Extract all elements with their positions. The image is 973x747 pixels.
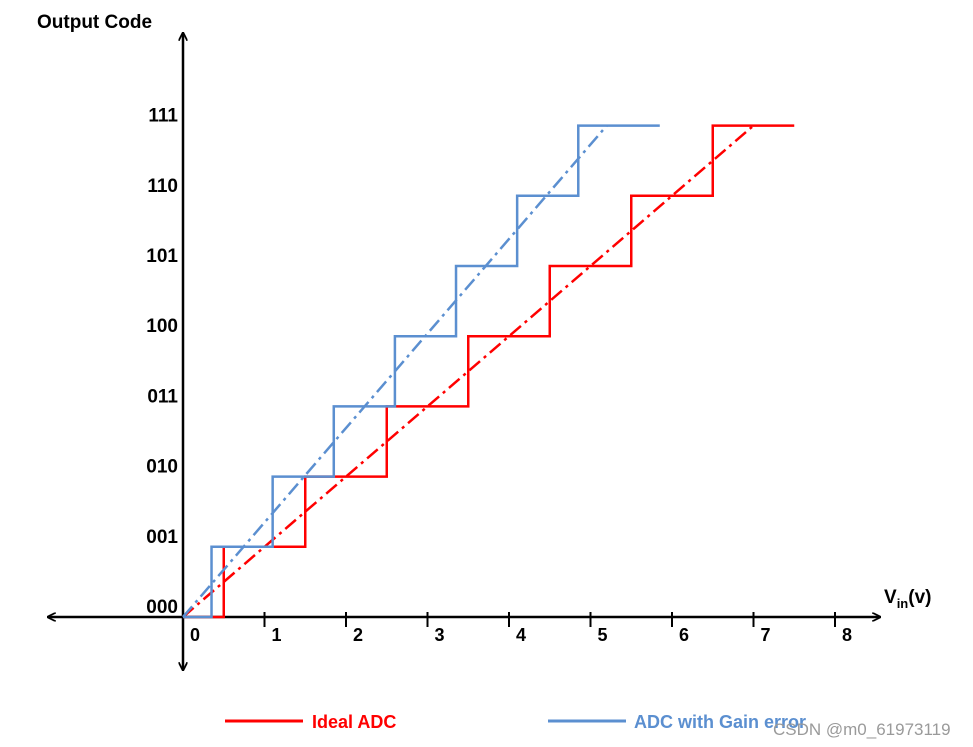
x-axis-title: Vin(v) <box>884 587 931 611</box>
y-axis-title: Output Code <box>37 12 152 33</box>
y-tick-label: 110 <box>147 176 178 197</box>
x-tick-label: 5 <box>597 625 607 645</box>
x-tick-label: 4 <box>516 625 526 645</box>
x-tick-label: 8 <box>842 625 852 645</box>
legend-label-gain-error: ADC with Gain error <box>634 712 806 732</box>
x-axis-title-sub: in <box>897 596 909 611</box>
x-tick-label: 3 <box>434 625 444 645</box>
x-axis-title-main: V <box>884 587 897 608</box>
x-ticks <box>263 612 836 627</box>
legend: Ideal ADC ADC with Gain error <box>225 712 806 732</box>
legend-label-ideal-adc: Ideal ADC <box>312 712 396 732</box>
x-tick-labels: 0 1 2 3 4 5 6 7 8 <box>190 625 852 645</box>
y-tick-label: 000 <box>146 597 178 618</box>
y-tick-labels: 000 001 010 011 100 101 110 111 <box>146 106 178 618</box>
y-tick-label: 011 <box>147 386 178 407</box>
staircase-gain-error <box>183 124 660 619</box>
y-tick-label: 111 <box>148 106 178 127</box>
trend-line-ideal-adc <box>182 124 755 618</box>
x-tick-label: 6 <box>679 625 689 645</box>
x-tick-label: 7 <box>760 625 770 645</box>
series-layer <box>182 124 795 619</box>
y-tick-label: 100 <box>146 316 178 337</box>
x-tick-label: 2 <box>353 625 363 645</box>
x-axis-title-unit: (v) <box>908 587 931 608</box>
watermark: CSDN @m0_61973119 <box>773 720 951 739</box>
y-tick-label: 101 <box>146 246 178 267</box>
x-tick-label: 0 <box>190 625 200 645</box>
axes <box>48 33 880 670</box>
staircase-ideal-adc <box>183 124 795 619</box>
x-tick-label: 1 <box>271 625 281 645</box>
y-tick-label: 010 <box>146 457 178 478</box>
y-tick-label: 001 <box>146 527 178 548</box>
